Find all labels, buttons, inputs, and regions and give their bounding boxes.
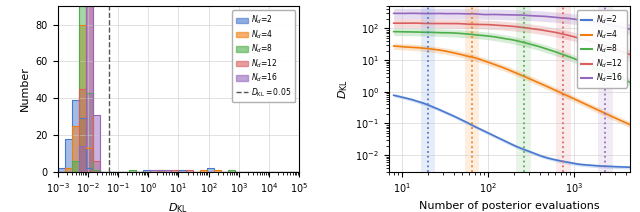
Polygon shape (58, 25, 300, 172)
Bar (465, 6, 479, 172)
Polygon shape (58, 6, 300, 172)
Polygon shape (58, 100, 300, 172)
Bar (516, 6, 531, 172)
Y-axis label: $D_{\mathrm{KL}}$: $D_{\mathrm{KL}}$ (336, 79, 349, 99)
X-axis label: $D_{\mathrm{KL}}$: $D_{\mathrm{KL}}$ (168, 201, 188, 212)
Bar (598, 6, 612, 172)
Y-axis label: Number: Number (20, 67, 30, 112)
Legend: $N_d$=2, $N_d$=4, $N_d$=8, $N_d$=12, $N_d$=16, $D_{\mathrm{KL}}=0.05$: $N_d$=2, $N_d$=4, $N_d$=8, $N_d$=12, $N_… (232, 10, 296, 102)
Legend: $N_d$=2, $N_d$=4, $N_d$=8, $N_d$=12, $N_d$=16: $N_d$=2, $N_d$=4, $N_d$=8, $N_d$=12, $N_… (577, 10, 627, 88)
Polygon shape (58, 0, 300, 172)
Bar (420, 6, 435, 172)
X-axis label: Number of posterior evaluations: Number of posterior evaluations (419, 201, 600, 211)
Bar (556, 6, 571, 172)
Polygon shape (58, 6, 300, 172)
